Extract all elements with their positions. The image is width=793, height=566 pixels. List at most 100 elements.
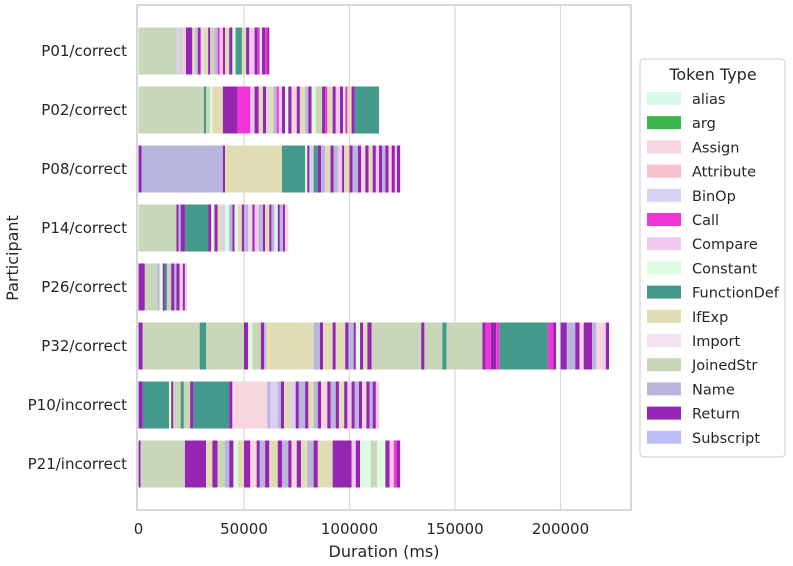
legend-label: Constant [692,261,758,277]
bar-segment-name [178,204,181,252]
bar-segment-name [195,27,199,75]
bar-segment-return [296,86,300,134]
bar-segment-return [262,204,266,252]
bar-segment-compare [394,145,397,193]
bar-segment-compare [347,381,352,429]
bar-segment-name [321,145,326,193]
bar-segment-name [348,322,354,370]
bar-row [138,263,188,311]
x-tick-label: 200000 [532,520,589,538]
legend-label: Return [692,407,740,423]
bar-segment-binop [266,86,270,134]
legend-item: Constant [647,261,758,277]
bar-segment-name [244,204,249,252]
bar-segment-constant [210,86,213,134]
bar-segment-ifexp [323,322,333,370]
bar-segment-call [325,86,328,134]
bar-segment-return [332,440,352,488]
bar-segment-return [327,381,331,429]
bar-row [138,86,380,134]
plot-area [137,5,631,510]
bar-segment-functiondef [164,263,167,311]
bar-segment-functiondef [199,322,207,370]
bar-segment-return [357,145,362,193]
bar-segment-return [379,145,383,193]
bar-segment-compare [219,27,223,75]
bar-segment-return [385,145,389,193]
bar-segment-return [332,86,336,134]
bar-segment-return [560,322,567,370]
bar-segment-joinedstr [138,27,177,75]
bar-segment-assign [291,86,297,134]
bar-segment-return [176,204,179,252]
bar-segment-call [547,322,554,370]
bar-segment-constant [343,86,346,134]
bar-segment-constant [232,27,236,75]
bar-segment-constant [274,204,278,252]
bar-segment-constant [248,322,253,370]
bar-segment-return [330,145,334,193]
bar-segment-return [360,322,364,370]
bar-segment-functiondef [354,86,380,134]
bar-segment-compare [351,440,356,488]
bar-segment-assign [200,27,204,75]
bar-segment-name [279,204,284,252]
bar-segment-compare [184,263,188,311]
legend-swatch [647,309,681,323]
bar-segment-name [277,381,281,429]
bar-segment-return [344,381,348,429]
x-axis-title: Duration (ms) [329,542,440,561]
legend-label: Call [692,213,719,229]
bar-segment-functiondef [193,381,230,429]
bar-segment-return [295,381,299,429]
bar-segment-ifexp [368,145,373,193]
bar-segment-joinedstr [446,322,483,370]
bar-segment-ifexp [265,204,270,252]
legend-swatch [647,382,681,396]
bar-segment-return [180,204,185,252]
bar-segment-return [269,204,272,252]
legend-label: Subscript [692,431,760,447]
bar-segment-joinedstr [210,27,215,75]
bar-segment-return [185,27,193,75]
bar-segment-compare [250,86,255,134]
bar-segment-ifexp [269,86,274,134]
plot-frame [136,4,632,511]
bar-segment-return [208,204,212,252]
legend-label: arg [692,116,716,132]
bar-segment-return [355,440,361,488]
bar-segment-name [333,145,338,193]
bar-segment-return [244,440,251,488]
bar-segment-assign [250,440,257,488]
bar-segment-joinedstr [183,381,191,429]
bar-segment-assign [362,381,367,429]
bar-segment-name [141,145,223,193]
bar-segment-return [283,204,286,252]
legend-swatch [647,406,681,420]
bar-segment-ifexp [237,440,244,488]
bar-segment-return [308,86,312,134]
bar-segment-return [212,440,218,488]
legend-label: alias [692,92,725,108]
y-tick-labels: P01/correct P02/correct P08/correct P14/cor… [28,42,128,473]
bar-segment-return [190,381,194,429]
bar-segment-return [176,263,180,311]
legend-items: alias arg Assign Attribute BinOp Call Compare C… [647,92,780,447]
bar-segment-return [307,145,310,193]
bar-segment-return [385,440,390,488]
y-tick-label: P08/correct [41,160,127,178]
legend-label: Compare [692,237,758,253]
bar-segment-return [232,204,235,252]
bar-segment-ifexp [338,381,345,429]
bar-segment-name [157,263,160,311]
bar-segment-constant [556,322,561,370]
bar-segment-ifexp [327,86,333,134]
bar-segment-name [305,86,309,134]
bar-segment-ifexp [308,381,314,429]
bar-segment-assign [285,204,289,252]
bar-segment-binop [270,381,278,429]
bar-segment-return [605,322,610,370]
bar-segment-return [332,322,336,370]
bar-segment-binop [290,381,296,429]
legend-label: Assign [692,140,739,156]
